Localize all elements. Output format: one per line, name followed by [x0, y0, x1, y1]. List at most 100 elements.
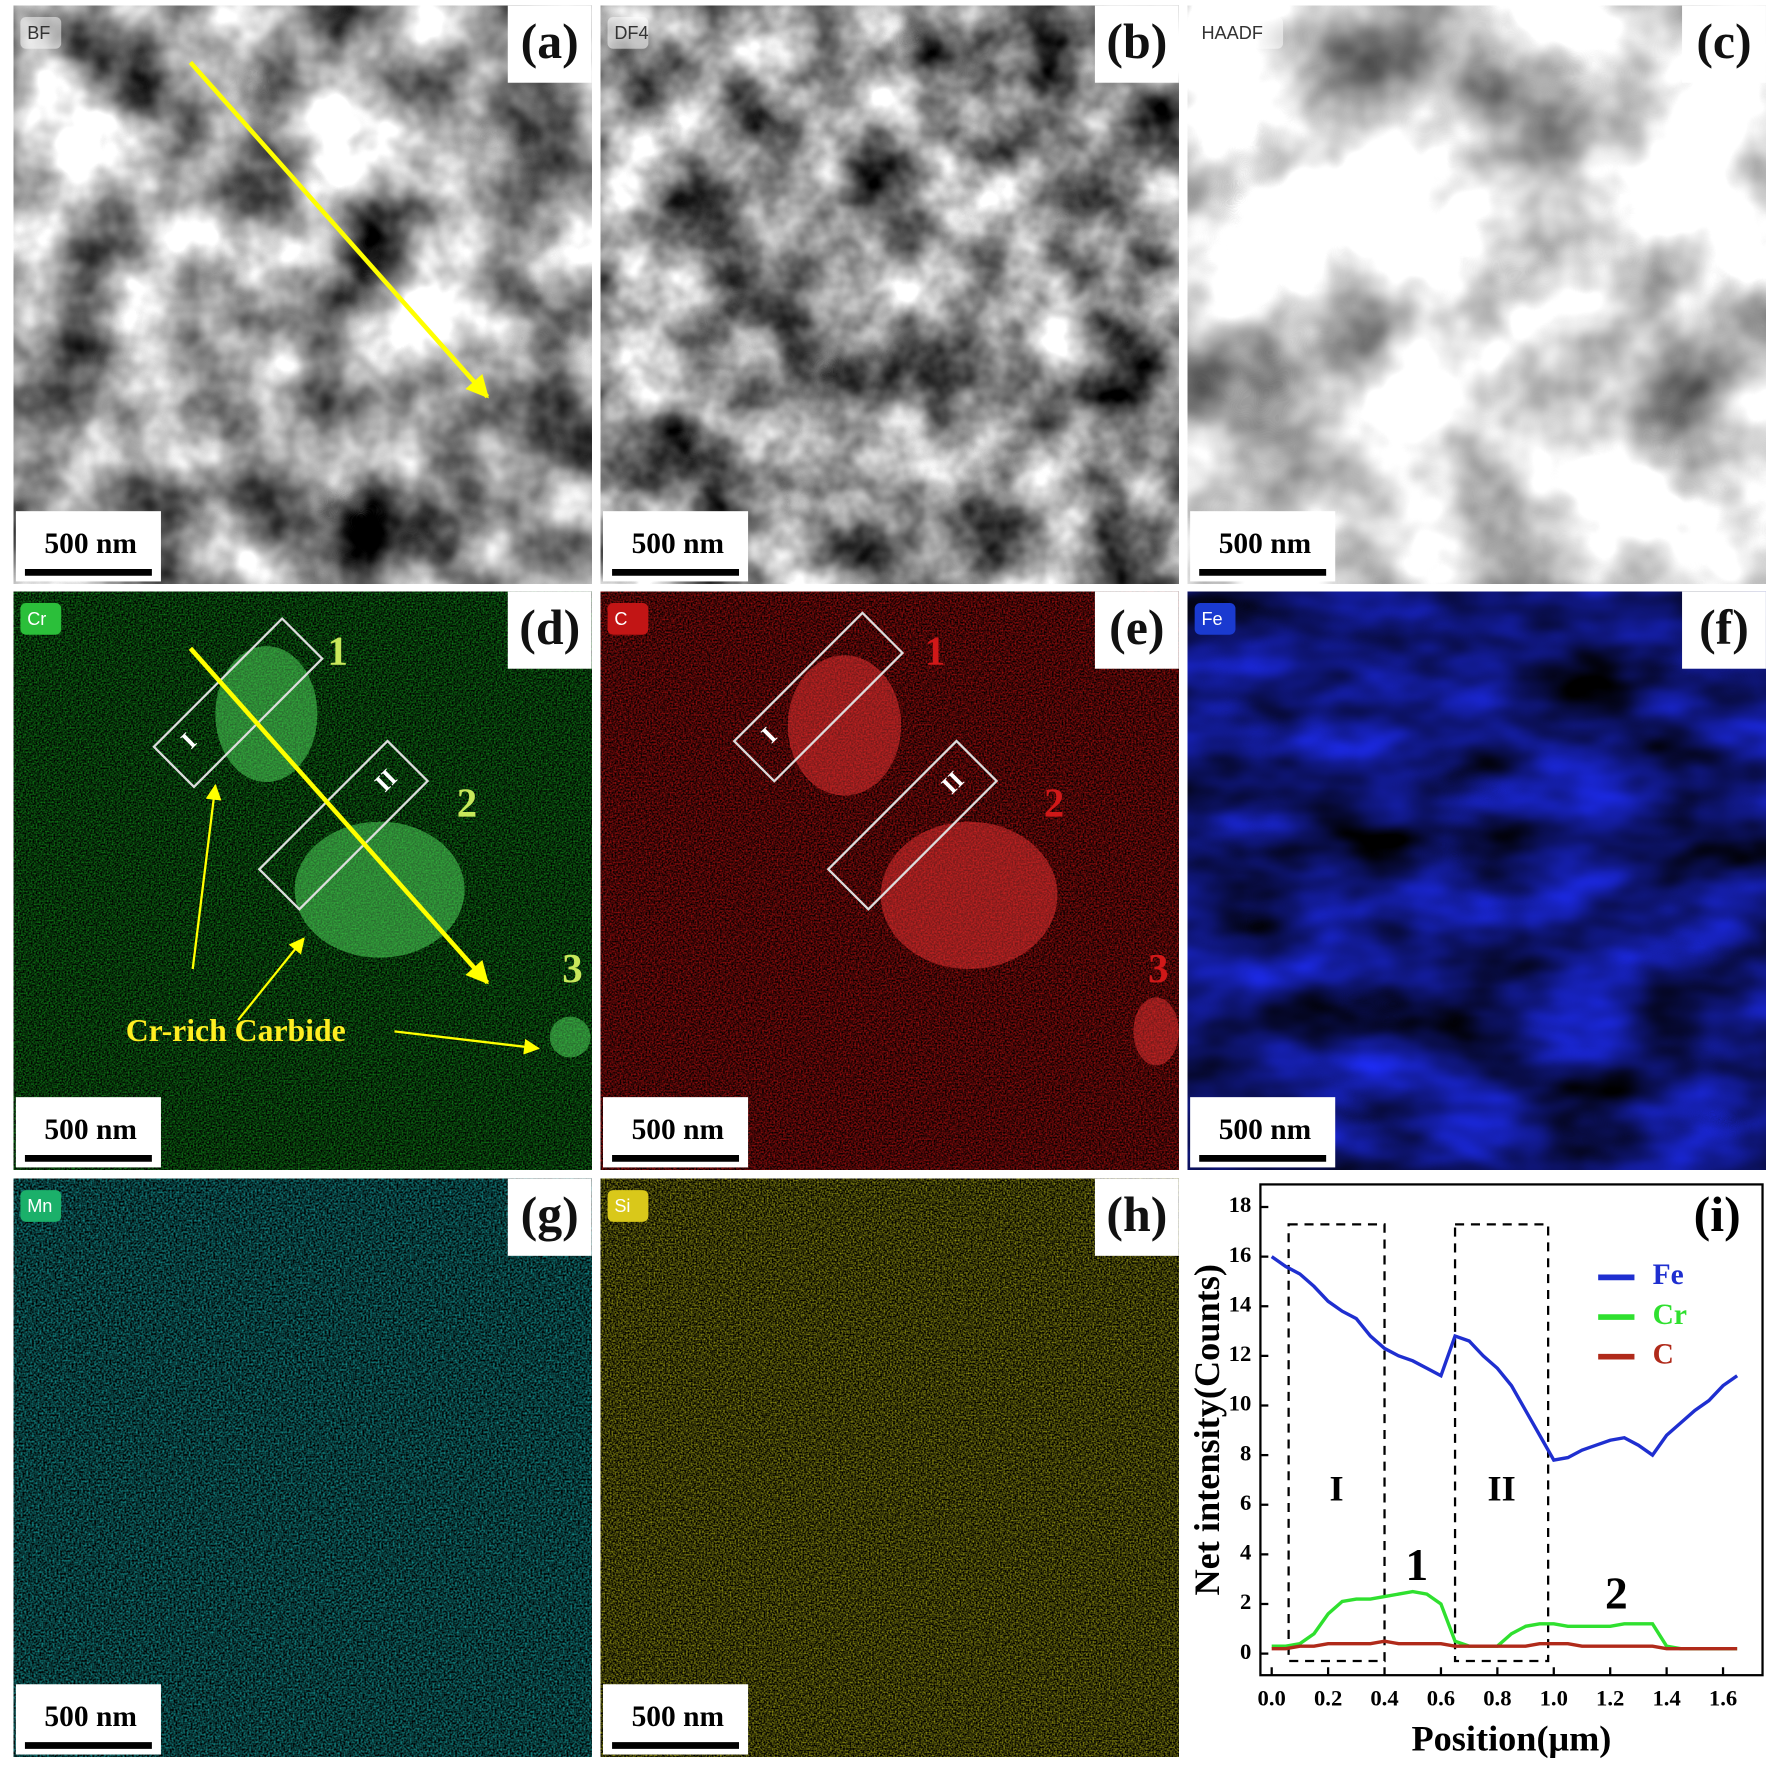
- x-tick-label: 0.2: [1314, 1685, 1342, 1710]
- panel-label: (h): [1106, 1187, 1167, 1242]
- legend-label: Cr: [1653, 1299, 1687, 1331]
- y-tick-label: 12: [1229, 1341, 1252, 1366]
- x-tick-label: 1.6: [1709, 1685, 1737, 1710]
- micrograph-panel: HAADF (c) 500 nm: [1187, 5, 1766, 584]
- panel-label: (e): [1109, 600, 1164, 655]
- carbide: [1133, 997, 1179, 1066]
- tag: Cr: [27, 609, 46, 629]
- tag-box: [1194, 17, 1284, 49]
- panel-label: (c): [1696, 14, 1751, 69]
- micrograph-panel: Fe (f) 500 nm: [1187, 591, 1766, 1170]
- tag-box: [20, 1190, 62, 1222]
- label-box: [1094, 5, 1179, 83]
- region-box: [732, 611, 905, 783]
- plot-frame: [1259, 1183, 1764, 1677]
- tag: Si: [614, 1196, 630, 1216]
- annotation: 2: [1044, 780, 1064, 825]
- annotation: 3: [1148, 946, 1168, 991]
- image: [13, 591, 592, 1170]
- panel-label: (d): [519, 600, 580, 655]
- label-box: [1682, 591, 1766, 669]
- panel-label: (i): [1694, 1187, 1741, 1242]
- tag-box: [607, 17, 649, 49]
- carbide: [294, 821, 465, 958]
- x-tick-label: 0.8: [1483, 1685, 1511, 1710]
- x-tick-label: 0.0: [1258, 1685, 1286, 1710]
- annotation: 1: [925, 628, 945, 673]
- y-tick-label: 18: [1229, 1192, 1252, 1217]
- pointer-arrow: [191, 783, 222, 970]
- annotation: 1: [328, 628, 348, 673]
- panel-label: (f): [1699, 600, 1749, 655]
- panel-label: (a): [521, 14, 579, 69]
- micrograph-panel: Si (h) 500 nm: [600, 1178, 1179, 1757]
- x-tick-label: 1.4: [1652, 1685, 1680, 1710]
- x-tick-label: 1.0: [1540, 1685, 1568, 1710]
- image: [1187, 5, 1766, 584]
- scale-bar-label: 500 nm: [1219, 528, 1312, 560]
- tag: Fe: [1201, 609, 1222, 629]
- tag-box: [20, 602, 62, 635]
- x-tick-label: 0.4: [1370, 1685, 1398, 1710]
- annotation: 3: [562, 946, 582, 991]
- legend-label: Fe: [1653, 1259, 1684, 1291]
- pointer-arrow: [394, 1030, 540, 1055]
- data-line: [1271, 1639, 1738, 1651]
- image: [13, 5, 592, 584]
- y-axis-label: Net intensity(Counts): [1187, 1264, 1227, 1595]
- region-box: [1453, 1223, 1550, 1663]
- image: [600, 1178, 1179, 1757]
- panel-label: (b): [1106, 14, 1167, 69]
- scale-bar-label: 500 nm: [632, 1114, 725, 1146]
- y-tick-label: 10: [1229, 1391, 1252, 1416]
- x-tick-label: 0.6: [1427, 1685, 1455, 1710]
- carbide: [880, 821, 1058, 970]
- legend-label: C: [1653, 1338, 1674, 1370]
- panel-label: (g): [521, 1187, 579, 1242]
- data-line: [1271, 1589, 1738, 1651]
- y-tick-label: 0: [1240, 1639, 1251, 1664]
- y-tick-label: 2: [1240, 1589, 1251, 1614]
- y-tick-label: 4: [1240, 1540, 1251, 1565]
- x-tick-label: 1.2: [1596, 1685, 1624, 1710]
- carbide: [787, 655, 902, 796]
- y-tick-label: 16: [1229, 1242, 1252, 1267]
- pointer-arrow: [237, 937, 305, 1021]
- label-box: [1682, 5, 1766, 83]
- data-line: [1270, 1255, 1739, 1462]
- region-box: [826, 739, 999, 911]
- carbide: [549, 1016, 591, 1058]
- tag: C: [614, 609, 627, 629]
- annotation: 2: [457, 780, 477, 825]
- label-box: [1094, 1178, 1179, 1256]
- micrograph-panel: Mn (g) 500 nm: [13, 1178, 592, 1757]
- tag: DF4: [614, 23, 648, 43]
- label-box: [1094, 591, 1179, 669]
- annotation: Cr-rich Carbide: [126, 1013, 346, 1048]
- label-box: [507, 591, 592, 669]
- region-label: II: [1487, 1469, 1515, 1509]
- tag-box: [1194, 602, 1236, 635]
- scale-bar-label: 500 nm: [632, 528, 725, 560]
- image: [1187, 591, 1766, 1170]
- region-label: I: [1330, 1469, 1344, 1509]
- annotation: 1: [1405, 1540, 1428, 1590]
- image: [13, 1178, 592, 1757]
- tag-box: [607, 1190, 649, 1222]
- scale-bar-label: 500 nm: [44, 1701, 137, 1733]
- micrograph-panel: DF4 (b) 500 nm: [600, 5, 1179, 584]
- line-scan-arrow: [188, 646, 490, 985]
- image: [600, 591, 1179, 1170]
- tag: Mn: [27, 1196, 52, 1216]
- scale-bar-label: 500 nm: [44, 528, 137, 560]
- y-tick-label: 8: [1240, 1440, 1251, 1465]
- label-box: [507, 5, 592, 83]
- line-scan-arrow: [188, 60, 490, 399]
- scale-bar-label: 500 nm: [1219, 1114, 1312, 1146]
- image: [600, 5, 1179, 584]
- y-tick-label: 14: [1229, 1291, 1252, 1316]
